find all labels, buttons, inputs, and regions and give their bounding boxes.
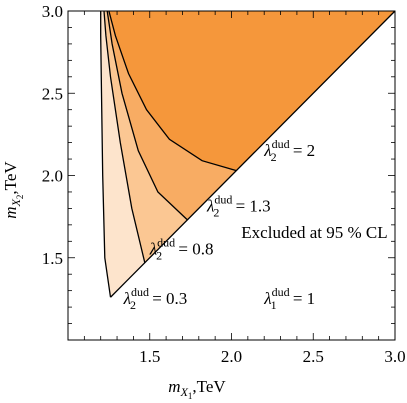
lambda-label: λdud 1 = 1 (263, 285, 315, 312)
contour-lines (100, 10, 237, 298)
exclusion-regions (100, 11, 396, 298)
y-tick-label: 2.0 (42, 167, 63, 186)
contour-0.3 (100, 11, 112, 298)
lambda-label: λdud 2 = 0.3 (123, 285, 188, 312)
tick-labels: 1.5 2.0 2.5 3.0 1.5 2.0 2.5 3.0 (42, 2, 406, 366)
x-tick-label: 1.5 (139, 347, 160, 366)
x-axis-label: mX1,TeV (168, 377, 226, 401)
axis-ticks (68, 10, 396, 340)
annotations: λdud 2 = 2 λdud 2 = 1.3 λdud 2 = 0.8 λdud 2 = 0… (123, 137, 388, 312)
contour-1.3 (106, 10, 188, 221)
y-axis-label: mX2,TeV (1, 161, 25, 219)
excluded-label: Excluded at 95 % CL (241, 223, 387, 242)
lambda-label: λdud 2 = 1.3 (206, 193, 271, 220)
lambda-label: λdud 2 = 2 (263, 137, 315, 164)
lambda-label: λdud 2 = 0.8 (149, 235, 214, 262)
contour-2 (108, 10, 237, 172)
y-tick-label: 1.5 (42, 249, 63, 268)
region-2 (108, 11, 396, 171)
diagonal-boundary (110, 10, 396, 298)
x-tick-label: 3.0 (384, 347, 405, 366)
y-tick-label: 2.5 (42, 84, 63, 103)
x-tick-label: 2.0 (221, 347, 242, 366)
x-tick-label: 2.5 (303, 347, 324, 366)
contour-0.8 (103, 10, 146, 263)
y-tick-label: 3.0 (42, 2, 63, 21)
